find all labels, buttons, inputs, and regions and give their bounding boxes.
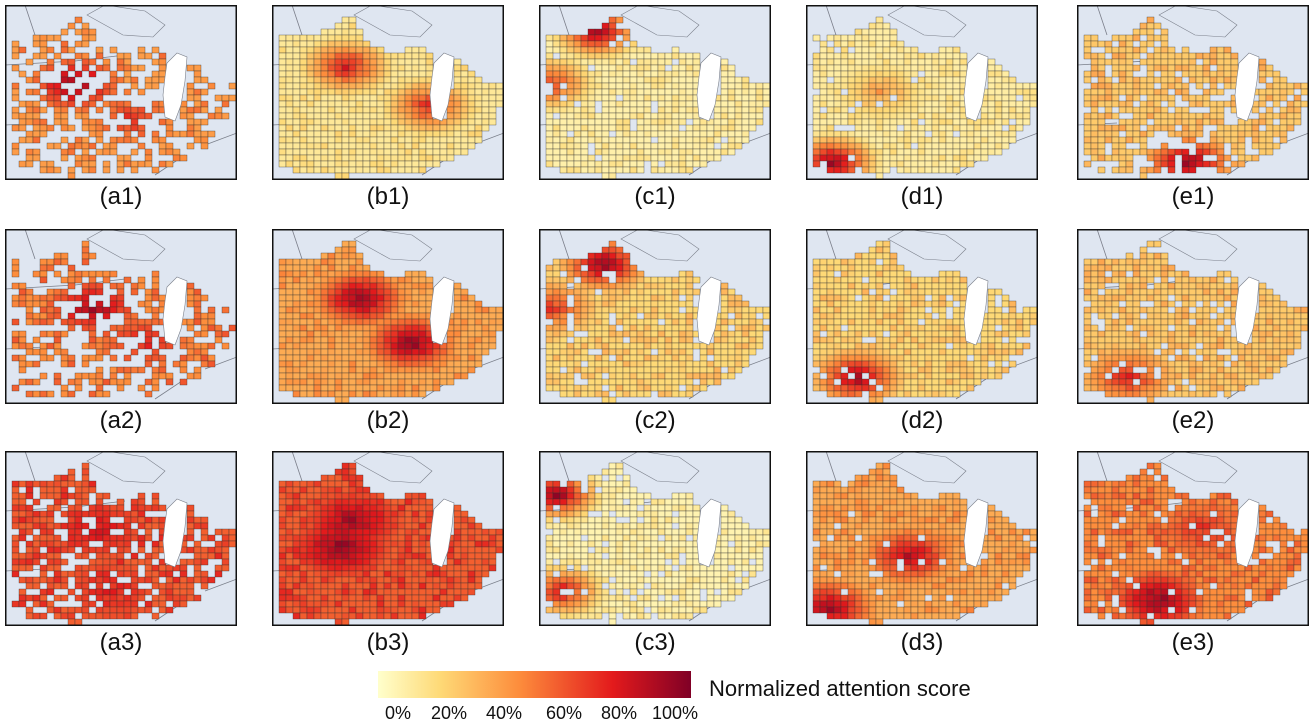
map-panel-d1: (d1): [806, 5, 1038, 209]
county-cells: [278, 16, 504, 180]
county-cells: [11, 16, 237, 180]
choropleth-map: [1077, 229, 1309, 404]
lake-michigan-shape: [429, 276, 455, 346]
county-cells: [545, 462, 771, 626]
choropleth-map: [539, 451, 771, 626]
lake-michigan-shape: [429, 498, 455, 568]
map-panel-a1: (a1): [5, 5, 237, 209]
lake-michigan-shape: [696, 52, 722, 122]
lake-michigan-shape: [162, 498, 188, 568]
lake-superior-shape: [620, 451, 700, 484]
lake-michigan-shape: [162, 276, 188, 346]
panel-caption: (b1): [366, 183, 410, 210]
panel-caption: (a3): [99, 629, 143, 656]
map-panel-c3: (c3): [539, 451, 771, 655]
panel-caption: (b3): [366, 629, 410, 656]
legend-tick: 0%: [384, 703, 412, 723]
lake-superior-shape: [620, 229, 700, 262]
choropleth-map: [272, 451, 504, 626]
panel-caption: (e2): [1171, 407, 1215, 434]
lake-superior-shape: [353, 5, 433, 38]
legend-title: Normalized attention score: [709, 676, 971, 701]
panel-caption: (d1): [900, 183, 944, 210]
map-panel-c2: (c2): [539, 229, 771, 433]
panel-caption: (c2): [634, 407, 676, 434]
panel-caption: (a1): [99, 183, 143, 210]
lake-michigan-shape: [963, 498, 989, 568]
lake-michigan-shape: [1234, 52, 1260, 122]
lake-superior-shape: [887, 229, 967, 262]
lake-superior-shape: [353, 229, 433, 262]
map-panel-d2: (d2): [806, 229, 1038, 433]
choropleth-map: [539, 5, 771, 180]
lake-superior-shape: [887, 5, 967, 38]
map-panel-e2: (e2): [1077, 229, 1309, 433]
legend-color-bar: [378, 671, 691, 698]
choropleth-map: [1077, 5, 1309, 180]
map-panel-a2: (a2): [5, 229, 237, 433]
map-panel-e3: (e3): [1077, 451, 1309, 655]
lake-michigan-shape: [963, 276, 989, 346]
map-panel-b1: (b1): [272, 5, 504, 209]
county-cells: [812, 16, 1038, 180]
panel-caption: (b2): [366, 407, 410, 434]
county-cells: [812, 462, 1038, 626]
lake-superior-shape: [887, 451, 967, 484]
county-cells: [278, 462, 504, 626]
lake-michigan-shape: [162, 52, 188, 122]
legend-tick: 40%: [485, 703, 523, 723]
choropleth-map: [806, 451, 1038, 626]
lake-superior-shape: [353, 451, 433, 484]
choropleth-map: [5, 5, 237, 180]
lake-superior-shape: [620, 5, 700, 38]
legend-tick: 100%: [651, 703, 699, 723]
county-cells: [1083, 16, 1309, 180]
choropleth-map: [272, 229, 504, 404]
county-cells: [1083, 240, 1309, 404]
lake-michigan-shape: [696, 498, 722, 568]
county-cells: [1083, 462, 1309, 626]
legend-tick: 20%: [430, 703, 468, 723]
lake-superior-shape: [86, 229, 166, 262]
panel-caption: (e3): [1171, 629, 1215, 656]
panel-caption: (e1): [1171, 183, 1215, 210]
lake-superior-shape: [86, 5, 166, 38]
map-panel-e1: (e1): [1077, 5, 1309, 209]
lake-superior-shape: [1158, 5, 1238, 38]
choropleth-map: [5, 451, 237, 626]
map-panel-b3: (b3): [272, 451, 504, 655]
lake-superior-shape: [1158, 451, 1238, 484]
county-cells: [812, 240, 1038, 404]
map-panel-b2: (b2): [272, 229, 504, 433]
lake-michigan-shape: [429, 52, 455, 122]
panel-caption: (a2): [99, 407, 143, 434]
map-panel-d3: (d3): [806, 451, 1038, 655]
panel-caption: (d2): [900, 407, 944, 434]
county-cells: [278, 240, 504, 404]
panel-caption: (c1): [634, 183, 676, 210]
lake-michigan-shape: [1234, 498, 1260, 568]
panel-caption: (d3): [900, 629, 944, 656]
county-cells: [545, 16, 771, 180]
choropleth-map: [5, 229, 237, 404]
choropleth-map: [806, 5, 1038, 180]
county-cells: [11, 462, 237, 626]
choropleth-map: [806, 229, 1038, 404]
lake-michigan-shape: [1234, 276, 1260, 346]
map-panel-c1: (c1): [539, 5, 771, 209]
county-cells: [11, 240, 237, 398]
lake-michigan-shape: [696, 276, 722, 346]
map-panel-a3: (a3): [5, 451, 237, 655]
county-cells: [545, 240, 771, 404]
lake-michigan-shape: [963, 52, 989, 122]
legend-tick: 60%: [545, 703, 583, 723]
choropleth-map: [539, 229, 771, 404]
panel-caption: (c3): [634, 629, 676, 656]
choropleth-map: [272, 5, 504, 180]
lake-superior-shape: [86, 451, 166, 484]
lake-superior-shape: [1158, 229, 1238, 262]
choropleth-map: [1077, 451, 1309, 626]
legend-tick: 80%: [600, 703, 638, 723]
